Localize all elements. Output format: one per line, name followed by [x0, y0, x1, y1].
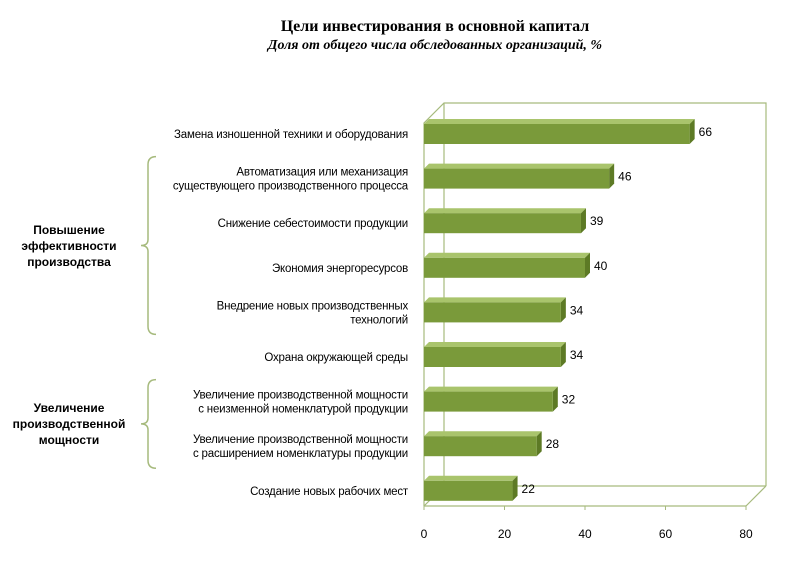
value-label: 39 [590, 214, 604, 228]
group-label: Увеличение производственной мощности [2, 400, 136, 448]
group-label-line: эффективности [21, 238, 117, 253]
x-tick-label: 80 [739, 527, 753, 541]
bar [424, 119, 695, 144]
value-label: 34 [570, 303, 584, 317]
group-label-line: производственной [12, 416, 126, 431]
value-label: 28 [546, 437, 560, 451]
category-label: Замена изношенной техники и оборудования [174, 129, 408, 141]
group-label-line: Увеличение [33, 400, 105, 415]
bar [424, 163, 615, 189]
category-label: Экономия энергоресурсов [272, 263, 408, 275]
category-label: Охрана окружающей среды [264, 352, 408, 364]
value-label: 66 [699, 125, 713, 139]
bar [424, 208, 586, 234]
bar [424, 475, 518, 501]
value-label: 32 [562, 393, 576, 407]
value-label: 40 [594, 259, 608, 273]
value-label: 22 [522, 482, 536, 496]
category-label: Создание новых рабочих мест [250, 486, 409, 498]
group-label: Повышение эффективности производства [2, 222, 136, 270]
group-label-line: Повышение [33, 222, 105, 237]
bar [424, 252, 590, 278]
x-tick-label: 60 [659, 527, 673, 541]
category-label: Увеличение производственной мощности [193, 434, 408, 446]
category-label: Автоматизация или механизация [236, 167, 408, 179]
category-label: Увеличение производственной мощности [193, 390, 408, 402]
value-label: 46 [618, 170, 632, 184]
chart-subtitle: Доля от общего числа обследованных орган… [267, 38, 603, 53]
bar [424, 431, 542, 457]
chart-title: Цели инвестирования в основной капитал [280, 18, 590, 35]
category-label: Снижение себестоимости продукции [218, 218, 408, 230]
category-label: с неизменной номенклатурой продукции [198, 404, 408, 416]
floor-right-edge [745, 485, 767, 507]
x-tick-label: 40 [578, 527, 592, 541]
category-label: технологий [350, 314, 408, 326]
group-label-line: мощности [38, 432, 100, 447]
x-tick-label: 0 [421, 527, 428, 541]
group-label-line: производства [27, 254, 111, 269]
category-label: существующего производственного процесса [173, 181, 409, 193]
category-label: с расширением номенклатуры продукции [193, 448, 408, 460]
bar [424, 386, 558, 412]
category-label: Внедрение новых производственных [217, 300, 409, 312]
bar [424, 342, 566, 367]
bar [424, 297, 566, 323]
x-tick-label: 20 [498, 527, 512, 541]
value-label: 34 [570, 348, 584, 362]
group-bracket [140, 378, 157, 469]
group-bracket [140, 155, 157, 336]
